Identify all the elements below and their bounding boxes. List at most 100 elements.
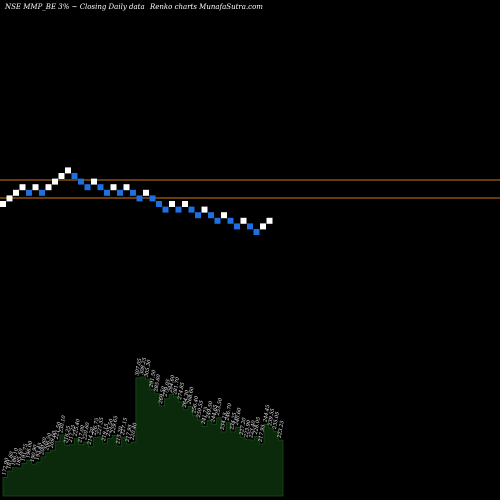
volume-label-35: 279.05 — [163, 379, 172, 398]
renko-brick-41 — [260, 223, 266, 230]
volume-label-29: 307.05 — [134, 358, 143, 376]
renko-bricks — [0, 167, 273, 235]
renko-brick-6 — [32, 184, 39, 191]
renko-brick-15 — [91, 178, 97, 185]
volume-label-23: 225.50 — [106, 418, 115, 438]
renko-brick-10 — [58, 173, 65, 179]
renko-brick-20 — [123, 184, 130, 191]
volume-labels: 172.90181.60186.10185.60191.75196.00190.… — [1, 357, 285, 476]
volume-label-11: 209.60 — [49, 429, 58, 449]
volume-label-40: 268.60 — [186, 386, 195, 406]
renko-brick-29 — [182, 201, 188, 207]
volume-label-22: 219.15 — [101, 423, 110, 442]
renko-brick-2 — [6, 195, 13, 202]
renko-brick-24 — [149, 195, 156, 202]
renko-brick-9 — [52, 178, 58, 185]
volume-label-54: 228.05 — [253, 417, 262, 436]
volume-label-7: 190.90 — [30, 443, 39, 462]
renko-brick-7 — [39, 189, 45, 196]
volume-label-37: 281.70 — [172, 376, 181, 396]
volume-label-55: 217.95 — [257, 424, 266, 443]
volume-label-14: 216.25 — [63, 425, 72, 444]
volume-label-12: 221.50 — [53, 421, 62, 441]
volume-label-10: 206.50 — [44, 432, 53, 452]
volume-label-13: 230.10 — [58, 414, 67, 434]
volume-label-21: 227.55 — [96, 417, 105, 436]
renko-brick-25 — [156, 201, 162, 207]
renko-brick-23 — [143, 189, 149, 196]
volume-label-4: 185.60 — [16, 447, 25, 466]
volume-label-20: 226.75 — [91, 418, 100, 437]
volume-label-31: 305.30 — [144, 358, 153, 377]
volume-label-38: 274.85 — [177, 382, 186, 401]
header-left: NSE MMP_BE 3% ~ Closing Daily data — [4, 3, 145, 11]
renko-brick-11 — [65, 167, 71, 174]
volume-label-8: 193.45 — [35, 442, 44, 460]
volume-label-45: 244.65 — [210, 404, 219, 423]
renko-brick-18 — [110, 184, 117, 191]
renko-brick-4 — [19, 184, 26, 191]
volume-label-42: 250.55 — [196, 400, 205, 419]
volume-label-24: 229.65 — [110, 415, 119, 434]
renko-brick-22 — [136, 195, 143, 202]
volume-label-15: 217.25 — [68, 425, 77, 444]
renko-brick-28 — [175, 206, 182, 213]
volume-area — [2, 376, 284, 497]
volume-label-48: 246.70 — [224, 402, 233, 422]
renko-brick-35 — [221, 212, 227, 219]
volume-label-5: 191.75 — [20, 443, 29, 461]
volume-label-3: 186.10 — [11, 447, 20, 466]
renko-brick-42 — [266, 217, 273, 224]
volume-label-39: 264.30 — [182, 389, 191, 409]
renko-brick-16 — [97, 184, 104, 191]
renko-brick-5 — [26, 189, 32, 196]
renko-brick-14 — [84, 184, 91, 191]
renko-brick-1 — [0, 201, 6, 207]
volume-label-19: 214.20 — [87, 426, 96, 446]
renko-brick-33 — [208, 212, 214, 219]
volume-label-6: 196.00 — [25, 440, 34, 459]
volume-label-34: 269.50 — [158, 385, 167, 405]
renko-brick-8 — [45, 184, 52, 191]
renko-brick-36 — [227, 217, 234, 224]
volume-label-57: 239.55 — [267, 408, 276, 427]
volume-label-59: 223.25 — [276, 420, 285, 439]
volume-label-41: 256.40 — [191, 395, 200, 415]
renko-brick-30 — [188, 206, 195, 213]
volume-label-9: 200.60 — [39, 436, 48, 456]
renko-brick-37 — [234, 223, 240, 230]
volume-label-25: 215.20 — [115, 425, 124, 445]
volume-label-2: 181.60 — [6, 450, 15, 469]
volume-label-56: 244.45 — [262, 404, 271, 423]
volume-label-26: 227.15 — [120, 417, 129, 436]
volume-label-44: 249.50 — [205, 400, 214, 420]
volume-label-43: 241.75 — [201, 406, 210, 425]
renko-brick-13 — [78, 178, 84, 185]
renko-brick-38 — [240, 217, 247, 224]
volume-label-28: 220.40 — [129, 421, 138, 441]
renko-brick-32 — [201, 206, 208, 213]
volume-label-17: 217.00 — [77, 424, 86, 444]
volume-label-50: 240.60 — [234, 406, 243, 426]
renko-brick-21 — [130, 189, 136, 196]
renko-brick-19 — [117, 189, 123, 196]
renko-brick-40 — [253, 229, 260, 235]
volume-label-33: 285.60 — [153, 373, 162, 393]
renko-brick-26 — [162, 206, 169, 213]
volume-label-51: 227.20 — [239, 416, 248, 436]
header-right: Renko charts MunafaSutra.com — [149, 3, 263, 11]
renko-brick-12 — [71, 173, 78, 179]
volume-label-27: 217.95 — [125, 424, 134, 443]
volume-label-1: 172.90 — [1, 457, 10, 476]
renko-brick-34 — [214, 217, 221, 224]
volume-label-18: 220.60 — [82, 421, 91, 441]
volume-label-58: 235.05 — [272, 411, 281, 430]
volume-label-16: 225.40 — [72, 418, 81, 438]
volume-label-46: 253.50 — [215, 397, 224, 417]
volume-label-47: 234.15 — [220, 412, 229, 431]
renko-brick-17 — [104, 189, 110, 196]
volume-label-30: 308.25 — [139, 357, 148, 375]
